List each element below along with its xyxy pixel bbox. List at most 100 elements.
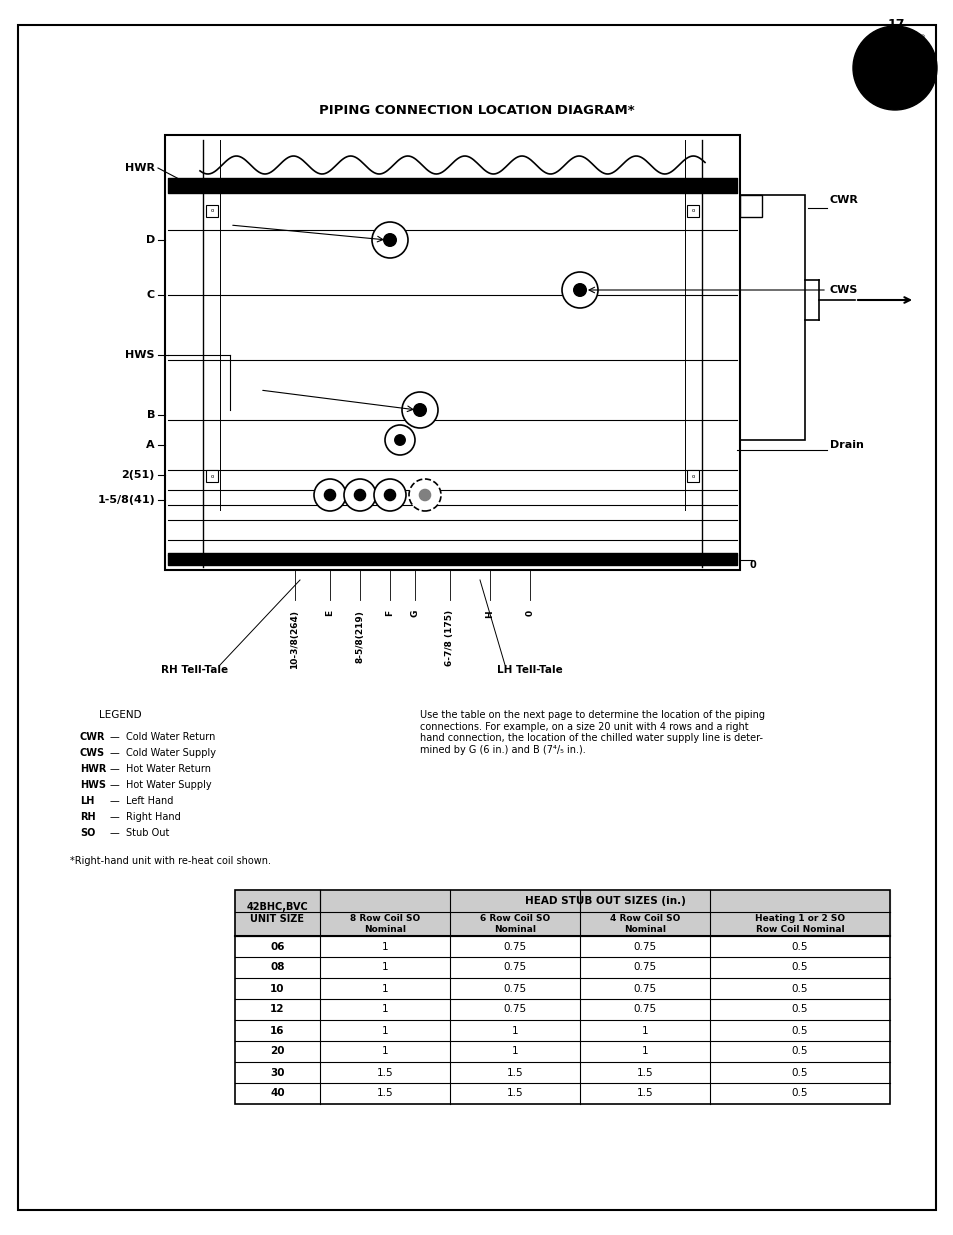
Text: H: H [485, 610, 494, 618]
Text: SO: SO [80, 827, 95, 839]
Circle shape [852, 26, 936, 110]
Text: ®: ® [919, 35, 925, 41]
Text: 0.5: 0.5 [791, 1025, 807, 1035]
Text: HWR: HWR [80, 764, 107, 774]
Text: CWR: CWR [829, 195, 858, 205]
Bar [740, 195, 761, 217]
Text: Carrier: Carrier [870, 62, 918, 74]
Circle shape [573, 284, 586, 296]
Text: 1: 1 [511, 1046, 517, 1056]
Text: 1: 1 [381, 1004, 388, 1014]
Text: 1: 1 [511, 1025, 517, 1035]
Text: 12: 12 [270, 1004, 284, 1014]
Text: o: o [691, 473, 694, 478]
Text: 0.5: 0.5 [791, 983, 807, 993]
Text: o: o [691, 209, 694, 214]
Text: 1.5: 1.5 [636, 1067, 653, 1077]
Text: 1.5: 1.5 [376, 1067, 393, 1077]
Text: —  Hot Water Return: — Hot Water Return [110, 764, 211, 774]
Text: 6 Row Coil SO
Nominal: 6 Row Coil SO Nominal [479, 914, 550, 934]
Text: 1: 1 [381, 1046, 388, 1056]
Text: 0.75: 0.75 [633, 941, 656, 951]
Circle shape [401, 391, 437, 429]
Text: 0.5: 0.5 [791, 962, 807, 972]
Text: 42BHC,BVC
UNIT SIZE: 42BHC,BVC UNIT SIZE [247, 903, 308, 924]
Text: o: o [210, 473, 213, 478]
Text: 8 Row Coil SO
Nominal: 8 Row Coil SO Nominal [350, 914, 419, 934]
Text: 0.5: 0.5 [791, 1046, 807, 1056]
Text: A: A [146, 440, 154, 450]
Text: RH: RH [80, 811, 95, 823]
Bar [206, 471, 218, 482]
Text: CWS: CWS [829, 285, 858, 295]
Text: E: E [325, 610, 335, 616]
Bar [234, 890, 889, 1104]
Text: LEGEND: LEGEND [98, 710, 141, 720]
Bar [686, 205, 699, 217]
Text: HEAD STUB OUT SIZES (in.): HEAD STUB OUT SIZES (in.) [524, 897, 684, 906]
Text: 08: 08 [270, 962, 284, 972]
Bar [165, 135, 740, 571]
Circle shape [864, 38, 924, 98]
Text: —  Right Hand: — Right Hand [110, 811, 180, 823]
Text: —  Stub Out: — Stub Out [110, 827, 170, 839]
Circle shape [344, 479, 375, 511]
Text: LH Tell-Tale: LH Tell-Tale [497, 664, 562, 676]
Text: 0.5: 0.5 [791, 1067, 807, 1077]
Text: 10: 10 [270, 983, 284, 993]
Text: 0.75: 0.75 [633, 983, 656, 993]
Text: 0.75: 0.75 [633, 1004, 656, 1014]
Text: —  Cold Water Supply: — Cold Water Supply [110, 748, 215, 758]
Text: o: o [210, 209, 213, 214]
Text: RH Tell-Tale: RH Tell-Tale [161, 664, 229, 676]
Text: G: G [410, 610, 419, 618]
Text: HWR: HWR [125, 163, 154, 173]
Text: C: C [147, 290, 154, 300]
Text: 40: 40 [270, 1088, 285, 1098]
Text: 0: 0 [749, 559, 756, 571]
Text: 1: 1 [381, 983, 388, 993]
Circle shape [384, 489, 395, 500]
Text: Drain: Drain [829, 440, 863, 450]
Text: 16: 16 [270, 1025, 284, 1035]
Text: LH: LH [80, 797, 94, 806]
Text: CWR: CWR [80, 732, 106, 742]
Text: PIPING CONNECTION LOCATION DIAGRAM*: PIPING CONNECTION LOCATION DIAGRAM* [319, 104, 634, 116]
Text: 0.5: 0.5 [791, 1004, 807, 1014]
Text: 1: 1 [381, 1025, 388, 1035]
Text: 10-3/8(264): 10-3/8(264) [291, 610, 299, 669]
Circle shape [395, 435, 405, 446]
Text: CWS: CWS [80, 748, 105, 758]
Text: 6-7/8 (175): 6-7/8 (175) [445, 610, 454, 666]
Text: 8-5/8(219): 8-5/8(219) [355, 610, 364, 663]
Text: —  Hot Water Supply: — Hot Water Supply [110, 781, 212, 790]
Text: 0.75: 0.75 [503, 941, 526, 951]
Text: —  Left Hand: — Left Hand [110, 797, 173, 806]
Text: F: F [385, 610, 395, 616]
Text: Heating 1 or 2 SO
Row Coil Nominal: Heating 1 or 2 SO Row Coil Nominal [754, 914, 844, 934]
Text: 0.75: 0.75 [503, 1004, 526, 1014]
Circle shape [419, 489, 430, 500]
Text: HWS: HWS [126, 350, 154, 359]
Text: 0.5: 0.5 [791, 941, 807, 951]
Circle shape [561, 272, 598, 308]
Text: 1: 1 [381, 941, 388, 951]
Circle shape [372, 222, 408, 258]
Text: D: D [146, 235, 154, 245]
Text: Use the table on the next page to determine the location of the piping
connectio: Use the table on the next page to determ… [419, 710, 764, 755]
Text: 1: 1 [641, 1025, 648, 1035]
Text: 1.5: 1.5 [376, 1088, 393, 1098]
Text: 30: 30 [270, 1067, 284, 1077]
Text: —  Cold Water Return: — Cold Water Return [110, 732, 215, 742]
Circle shape [374, 479, 406, 511]
Bar [740, 195, 804, 440]
Text: B: B [147, 410, 154, 420]
Circle shape [383, 233, 395, 246]
Circle shape [861, 35, 928, 103]
Text: 0.75: 0.75 [503, 962, 526, 972]
Text: 1: 1 [641, 1046, 648, 1056]
Circle shape [324, 489, 335, 500]
Text: 17: 17 [886, 19, 904, 32]
Text: 1: 1 [381, 962, 388, 972]
Text: 1.5: 1.5 [506, 1088, 523, 1098]
